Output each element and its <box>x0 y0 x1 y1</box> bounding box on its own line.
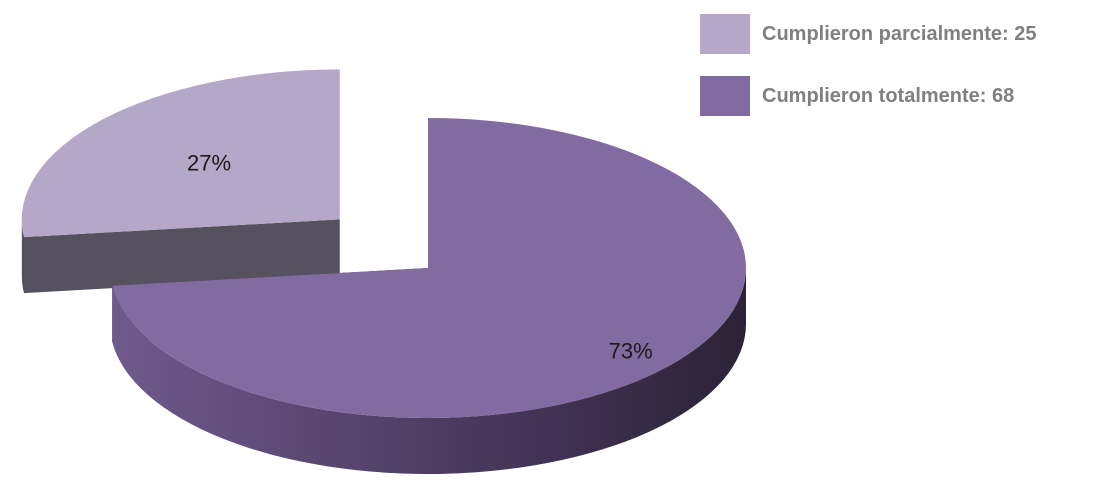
pie-slice-wall <box>23 219 340 294</box>
legend-item-partial: Cumplieron parcialmente: 25 <box>700 14 1037 54</box>
pie-slice-rim <box>112 268 747 474</box>
legend-item-total: Cumplieron totalmente: 68 <box>700 76 1037 116</box>
legend-swatch-partial <box>700 14 750 54</box>
legend: Cumplieron parcialmente: 25 Cumplieron t… <box>700 14 1037 138</box>
pie-slice-partial <box>21 69 340 294</box>
pie-slice-top <box>21 69 340 238</box>
legend-swatch-total <box>700 76 750 116</box>
pie-slice-rim <box>21 219 24 294</box>
legend-label-total: Cumplieron totalmente: 68 <box>762 84 1015 107</box>
legend-label-partial: Cumplieron parcialmente: 25 <box>762 22 1037 45</box>
pie-slice-top <box>112 118 747 418</box>
pie-label-partial: 27% <box>187 150 231 175</box>
pie-slice-total <box>112 118 747 474</box>
pie-label-total: 73% <box>609 339 653 364</box>
